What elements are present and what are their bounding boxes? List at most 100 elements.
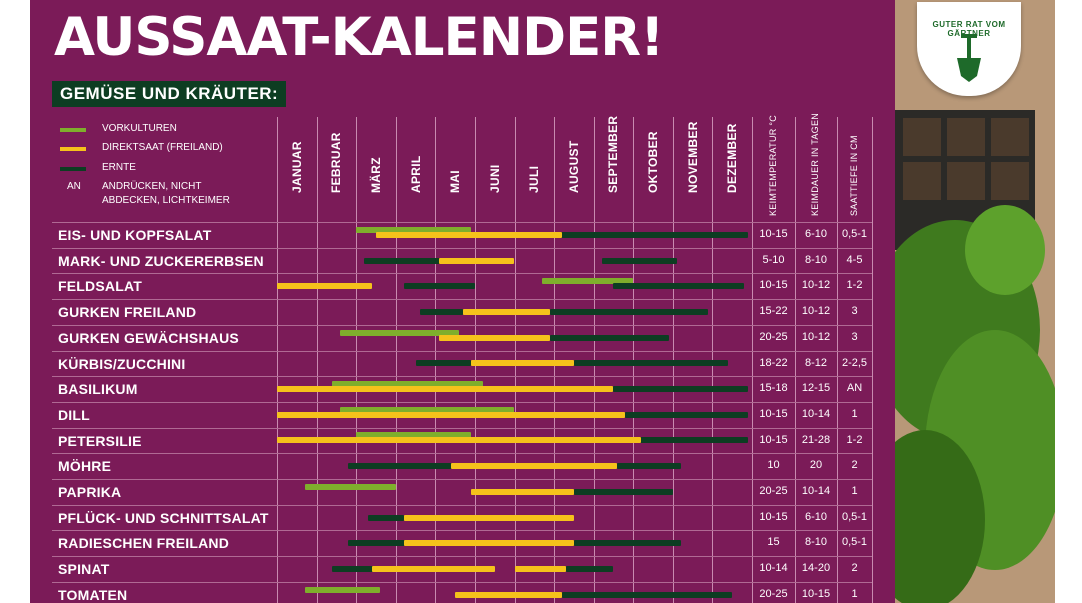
bar-direktsaat [451, 463, 618, 470]
stat-depth: 1-2 [846, 433, 863, 446]
plant-name: PFLÜCK- UND SCHNITTSALAT [58, 509, 269, 526]
month-header: JULI [527, 165, 542, 193]
row-divider [52, 401, 872, 403]
bar-vorkultur [356, 432, 471, 439]
grid-vline [356, 117, 358, 603]
row-divider [52, 299, 872, 301]
stat-days: 10-14 [801, 407, 831, 420]
bar-ernte [348, 463, 487, 470]
month-header: NOVEMBER [685, 121, 700, 193]
row-divider [52, 504, 872, 506]
grid-vline [872, 117, 873, 603]
grid-vline [395, 117, 397, 603]
grid-vline [712, 117, 714, 603]
stat-temp: 10-15 [759, 510, 788, 523]
stat-temp: 10 [767, 459, 780, 472]
bar-ernte [625, 411, 749, 418]
month-header: MÄRZ [368, 157, 383, 193]
bar-ernte [419, 308, 464, 315]
bar-direktsaat [514, 565, 566, 572]
stat-depth: 1 [851, 587, 858, 600]
bar-vorkultur [340, 406, 515, 413]
stat-depth: 2 [851, 459, 858, 472]
bar-ernte [633, 437, 749, 444]
stat-days: 8-10 [804, 253, 828, 266]
bar-ernte [613, 386, 749, 393]
stat-depth: 1 [851, 485, 858, 497]
row-divider [52, 222, 872, 223]
spade-icon [957, 34, 981, 82]
row-divider [52, 350, 872, 352]
stat-days: 10-15 [801, 587, 831, 600]
bar-ernte [403, 283, 475, 290]
stat-days: 6-10 [804, 228, 828, 240]
bar-direktsaat [455, 591, 562, 598]
row-divider [52, 324, 872, 326]
stat-temp: 10-15 [759, 433, 788, 446]
plant-name: DILL [58, 406, 90, 423]
stat-temp: 10-15 [759, 228, 788, 240]
month-header: AUGUST [566, 140, 581, 193]
bar-ernte [601, 257, 677, 264]
stat-depth: 3 [851, 305, 858, 318]
stat-temp: 15-18 [759, 382, 788, 395]
gardener-badge: GUTER RAT VOM GÄRTNER [917, 2, 1021, 96]
month-header: OKTOBER [646, 131, 661, 193]
row-divider [52, 581, 872, 583]
bar-ernte [364, 257, 444, 264]
plant-photo-illustration [895, 0, 1055, 603]
plant-name: MARK- UND ZUCKERERBSEN [58, 252, 264, 269]
stat-days: 10-12 [801, 279, 831, 292]
stat-days: 6-10 [804, 510, 828, 523]
bar-direktsaat [439, 257, 515, 264]
bar-vorkultur [356, 226, 471, 233]
grid-vline [837, 117, 838, 603]
stat-days: 10-14 [801, 485, 831, 497]
bar-ernte [558, 231, 749, 238]
bar-ernte [573, 488, 673, 495]
grid-vline [514, 117, 516, 603]
stat-header: KEIMDAUER IN TAGEN [810, 112, 820, 216]
plant-name: PAPRIKA [58, 484, 122, 500]
row-divider [52, 530, 872, 532]
bar-ernte [617, 463, 681, 470]
bar-direktsaat [463, 308, 551, 315]
bar-direktsaat [277, 283, 372, 290]
legend-swatch-ernte [60, 167, 86, 171]
stat-temp: 18-22 [759, 356, 788, 369]
plant-name: KÜRBIS/ZUCCHINI [58, 355, 186, 372]
stat-temp: 10-15 [759, 407, 788, 420]
plant-name: GURKEN FREILAND [58, 304, 197, 321]
stat-depth: AN [846, 382, 863, 395]
month-header: DEZEMBER [725, 123, 740, 193]
row-divider [52, 273, 872, 275]
legend-swatch-direktsaat [60, 147, 86, 151]
legend-label: VORKULTUREN [102, 123, 177, 134]
stat-depth: 2-2,5 [841, 356, 868, 369]
row-divider [52, 247, 872, 249]
stat-temp: 20-25 [759, 330, 788, 343]
stat-header: KEIMTEMPERATUR °C [767, 114, 778, 216]
month-header: SEPTEMBER [606, 115, 621, 193]
legend-an-text-1: ANDRÜCKEN, NICHT [102, 181, 202, 192]
month-header: JANUAR [289, 141, 304, 193]
badge-text: GUTER RAT VOM GÄRTNER [932, 20, 1006, 38]
legend-an-code: AN [67, 181, 81, 192]
subtitle: GEMÜSE UND KRÄUTER: [52, 81, 287, 107]
bar-ernte [550, 334, 669, 341]
stat-days: 21-28 [801, 433, 831, 446]
month-header: FEBRUAR [329, 132, 344, 193]
bar-ernte [550, 308, 709, 315]
legend-label: ERNTE [102, 162, 136, 173]
plant-name: BASILIKUM [58, 381, 138, 398]
grid-vline [316, 117, 318, 603]
stat-temp: 15-22 [759, 305, 788, 318]
stat-days: 20 [809, 459, 823, 472]
stat-depth: 0,5-1 [841, 228, 868, 240]
bar-vorkultur [304, 483, 396, 490]
grid-vline [593, 117, 595, 603]
bar-direktsaat [375, 231, 562, 238]
bar-ernte [415, 360, 471, 367]
row-divider [52, 453, 872, 455]
stat-depth: 0,5-1 [841, 510, 868, 523]
